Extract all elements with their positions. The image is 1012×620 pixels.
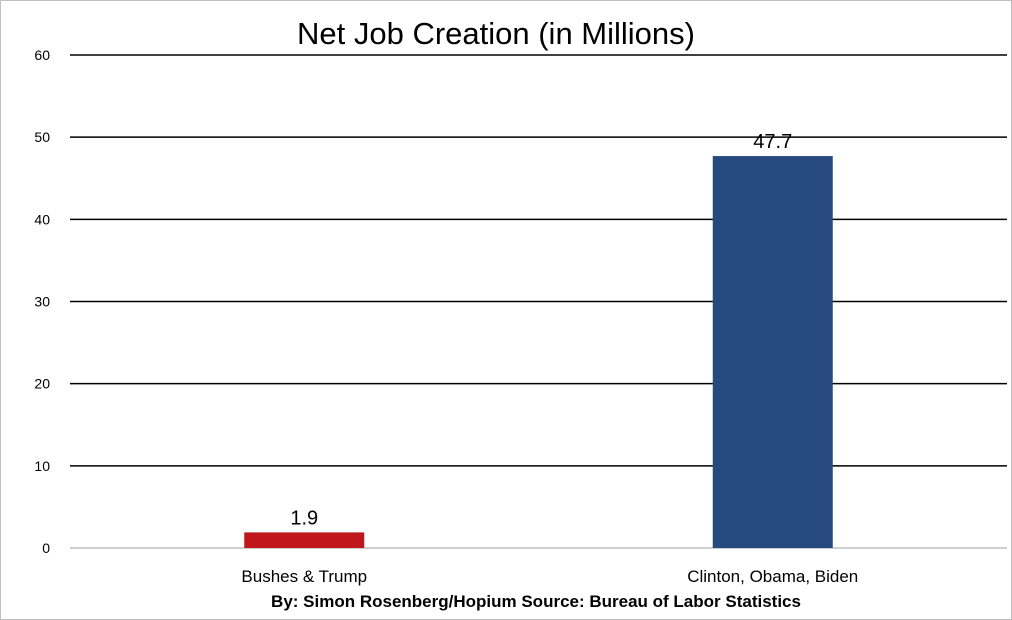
y-tick-label: 0 [42, 540, 50, 556]
y-axis-ticks: 0 10 20 30 40 50 60 [34, 47, 50, 556]
bars [244, 156, 833, 548]
x-category-label: Clinton, Obama, Biden [687, 567, 858, 586]
y-tick-label: 60 [34, 47, 50, 63]
x-category-label: Bushes & Trump [241, 567, 367, 586]
y-tick-label: 40 [34, 211, 50, 227]
x-axis-categories: Bushes & Trump Clinton, Obama, Biden [241, 567, 858, 586]
data-label: 47.7 [753, 131, 792, 153]
data-labels: 1.9 47.7 [290, 131, 792, 529]
gridlines [70, 54, 1007, 549]
y-tick-label: 10 [34, 458, 50, 474]
y-tick-label: 20 [34, 376, 50, 392]
source-caption-text: By: Simon Rosenberg/Hopium Source: Burea… [271, 592, 801, 611]
data-label: 1.9 [290, 507, 318, 529]
bar [244, 532, 365, 548]
source-caption: By: Simon Rosenberg/Hopium Source: Burea… [0, 592, 1012, 612]
y-tick-label: 30 [34, 294, 50, 310]
y-tick-label: 50 [34, 129, 50, 145]
chart-title: Net Job Creation (in Millions) [0, 16, 1012, 52]
bar [712, 156, 833, 548]
chart-title-text: Net Job Creation (in Millions) [297, 16, 695, 51]
